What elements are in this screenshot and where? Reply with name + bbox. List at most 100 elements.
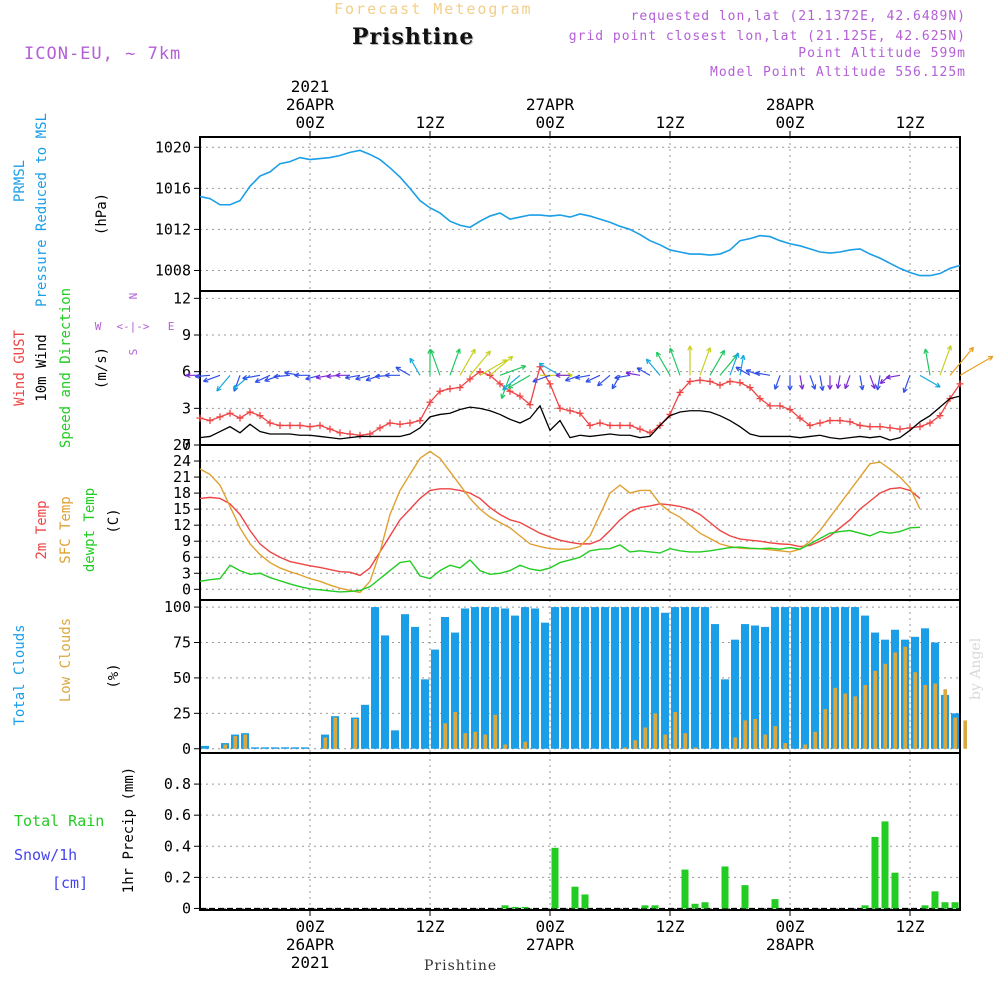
low-cloud-bar: [763, 734, 767, 749]
total-cloud-bar: [551, 607, 559, 749]
wind-direction-arrow: [384, 372, 400, 379]
gust-marker: [696, 376, 704, 384]
rain-bar: [931, 891, 939, 909]
date-label-bottom: 26APR: [286, 935, 335, 954]
gust-marker: [276, 421, 284, 429]
gust-marker: [476, 368, 484, 376]
total-cloud-bar: [621, 607, 629, 749]
gust-marker: [896, 425, 904, 433]
wind-direction-arrow: [729, 352, 740, 376]
compass-east: E: [168, 320, 175, 333]
gust-marker: [596, 419, 604, 427]
wind-direction-arrow: [754, 370, 771, 377]
wind-gust-label: Wind GUST: [12, 330, 28, 406]
y-tick-label: 6: [182, 548, 191, 566]
total-cloud-bar: [701, 607, 709, 749]
total-cloud-bar: [761, 626, 769, 749]
wind-direction-arrow: [555, 372, 570, 379]
wind-direction-arrow: [409, 357, 421, 376]
wind-direction-arrow: [902, 375, 911, 394]
y-tick-label: 3: [182, 564, 191, 582]
sfc-temp-line: [199, 450, 921, 594]
y-tick-label: 9: [182, 326, 191, 344]
total-cloud-bar: [471, 607, 479, 749]
low-cloud-bar: [643, 727, 647, 749]
gust-marker: [886, 424, 894, 432]
low-cloud-bar: [853, 696, 857, 749]
grid-point-location: grid point closest lon,lat (21.125E, 42.…: [568, 29, 966, 44]
total-cloud-bar: [521, 607, 529, 749]
gust-marker: [586, 421, 594, 429]
wind-direction-arrow: [656, 351, 671, 376]
low-cloud-bar: [933, 683, 937, 749]
rain-bar: [691, 903, 699, 909]
total-cloud-bar: [711, 624, 719, 749]
wind-direction-arrow: [502, 374, 521, 391]
y-tick-label: 1012: [155, 220, 191, 238]
x-tick-label-bottom: 12Z: [656, 917, 685, 936]
rain-bar: [571, 886, 579, 909]
rain-bar: [501, 905, 509, 909]
rain-bar: [771, 899, 779, 909]
gust-marker: [496, 380, 504, 388]
gust-marker: [196, 414, 204, 422]
total-cloud-bar: [361, 704, 369, 749]
compass-west: W: [95, 320, 102, 333]
gust-marker: [216, 413, 224, 421]
low-cloud-bar: [903, 646, 907, 749]
total-cloud-bar: [771, 607, 779, 749]
wind-direction-arrow: [949, 346, 975, 376]
y-tick-label: 1020: [155, 138, 191, 156]
gust-marker: [226, 409, 234, 417]
gust-marker: [546, 380, 554, 388]
temp-2m-label: 2m Temp: [34, 500, 50, 559]
gust-marker: [526, 401, 534, 409]
x-tick-label-top: 12Z: [896, 113, 925, 132]
gust-marker: [756, 395, 764, 403]
gust-marker: [396, 420, 404, 428]
y-tick-label: 15: [173, 500, 191, 518]
gust-marker: [626, 421, 634, 429]
gust-marker: [746, 384, 754, 392]
wind-direction-arrow: [532, 374, 551, 383]
gust-marker: [806, 421, 814, 429]
x-tick-label-top: 00Z: [536, 113, 565, 132]
gust-marker: [246, 408, 254, 416]
wind-direction-arrow: [254, 374, 271, 383]
total-cloud-bar: [581, 607, 589, 749]
low-cloud-bar: [453, 711, 457, 749]
total-cloud-bar: [731, 639, 739, 749]
low-cloud-bar: [503, 744, 507, 749]
wind-direction-arrow: [827, 375, 833, 390]
pressure-unit: (hPa): [94, 193, 110, 235]
precip-unit: 1hr Precip (mm): [121, 767, 137, 893]
wind-direction-arrow: [719, 354, 738, 376]
low-cloud-bar: [733, 737, 737, 749]
total-cloud-bar: [851, 607, 859, 749]
wind-direction-arrow: [923, 348, 931, 376]
total-cloud-bar: [791, 607, 799, 749]
wind-direction-arrow: [395, 366, 411, 376]
low-cloud-bar: [913, 672, 917, 749]
wind-direction-arrow: [355, 374, 371, 381]
y-tick-label: 0.6: [164, 806, 191, 824]
wind-direction-arrow: [739, 354, 746, 376]
low-cloud-bar: [243, 734, 247, 749]
gust-marker: [926, 419, 934, 427]
wind-direction-arrow: [819, 375, 825, 392]
x-tick-label-top: 12Z: [656, 113, 685, 132]
x-tick-label-top: 00Z: [296, 113, 325, 132]
y-tick-label: 27: [173, 436, 191, 454]
point-altitude: Point Altitude 599m: [798, 46, 966, 61]
rain-bar: [721, 866, 729, 909]
gust-marker: [386, 419, 394, 427]
wind-direction-arrow: [687, 345, 693, 376]
low-cloud-bar: [803, 744, 807, 749]
gust-marker: [956, 380, 964, 388]
date-label-top: 27APR: [526, 95, 575, 114]
wind-direction-arrow: [242, 374, 261, 381]
low-cloud-bar: [813, 731, 817, 749]
wind-speed-direction-label: Speed and Direction: [58, 288, 74, 448]
dewpt-line: [199, 526, 921, 593]
y-tick-label: 1016: [155, 179, 191, 197]
